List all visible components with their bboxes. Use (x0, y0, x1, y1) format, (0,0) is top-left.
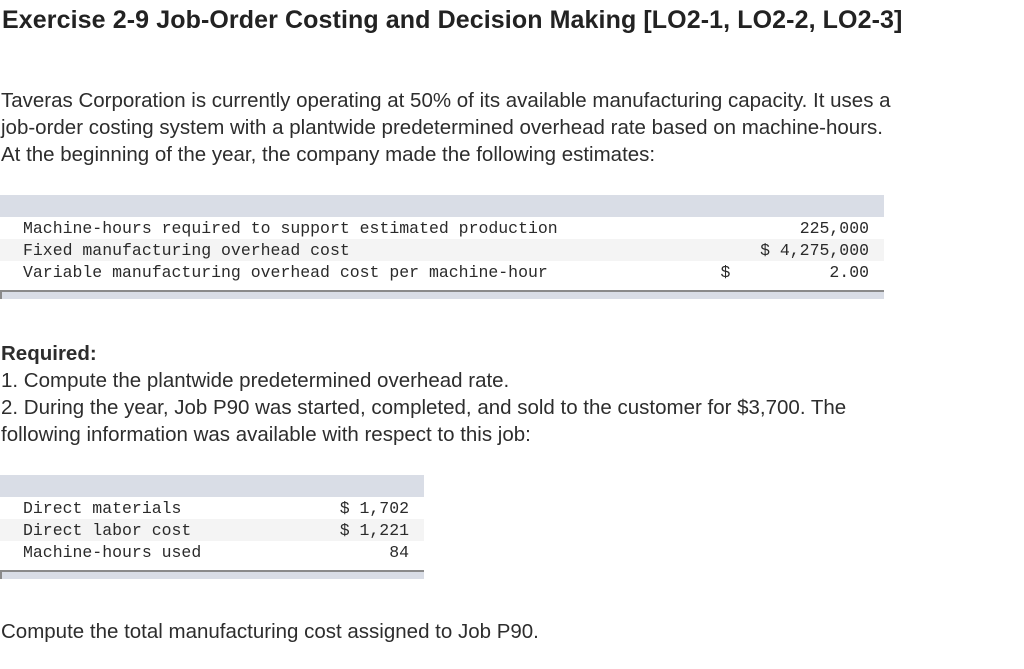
table-header-bar (0, 195, 884, 217)
required-item-2-continued: following information was available with… (1, 423, 531, 446)
required-section: Required: 1. Compute the plantwide prede… (1, 340, 846, 448)
table-row: Direct labor cost $ 1,221 (0, 519, 424, 541)
required-item-1: 1. Compute the plantwide predetermined o… (1, 369, 510, 392)
row-label: Fixed manufacturing overhead cost (23, 240, 350, 260)
row-value: $ 1,702 (339, 498, 409, 518)
row-value: 225,000 (799, 218, 869, 238)
required-heading: Required: (1, 342, 97, 365)
row-label: Direct materials (23, 498, 182, 518)
table-header-bar (0, 475, 424, 497)
table-row: Fixed manufacturing overhead cost $ 4,27… (0, 239, 884, 261)
job-p90-table: Direct materials $ 1,702 Direct labor co… (0, 475, 424, 579)
intro-paragraph: Taveras Corporation is currently operati… (1, 87, 891, 168)
row-value: 84 (389, 542, 409, 562)
row-label: Machine-hours required to support estima… (23, 218, 558, 238)
required-item-2: 2. During the year, Job P90 was started,… (1, 396, 847, 419)
table-spacer (0, 283, 884, 291)
row-label: Variable manufacturing overhead cost per… (23, 262, 548, 282)
row-label: Machine-hours used (23, 542, 202, 562)
row-value: $ 1,221 (339, 520, 409, 540)
estimates-table: Machine-hours required to support estima… (0, 195, 884, 299)
row-value: $ 4,275,000 (760, 240, 869, 260)
table-footer-bar (0, 291, 884, 299)
row-label: Direct labor cost (23, 520, 192, 540)
final-instruction: Compute the total manufacturing cost ass… (1, 620, 539, 643)
intro-line: At the beginning of the year, the compan… (1, 143, 656, 166)
table-footer-bar (0, 571, 424, 579)
intro-line: Taveras Corporation is currently operati… (1, 89, 891, 112)
table-row: Machine-hours used 84 (0, 541, 424, 563)
table-row: Direct materials $ 1,702 (0, 497, 424, 519)
table-row: Variable manufacturing overhead cost per… (0, 261, 884, 283)
row-value: $ 2.00 (720, 262, 869, 282)
exercise-title: Exercise 2-9 Job-Order Costing and Decis… (2, 6, 903, 34)
intro-line: job-order costing system with a plantwid… (1, 116, 883, 139)
table-spacer (0, 563, 424, 571)
table-row: Machine-hours required to support estima… (0, 217, 884, 239)
